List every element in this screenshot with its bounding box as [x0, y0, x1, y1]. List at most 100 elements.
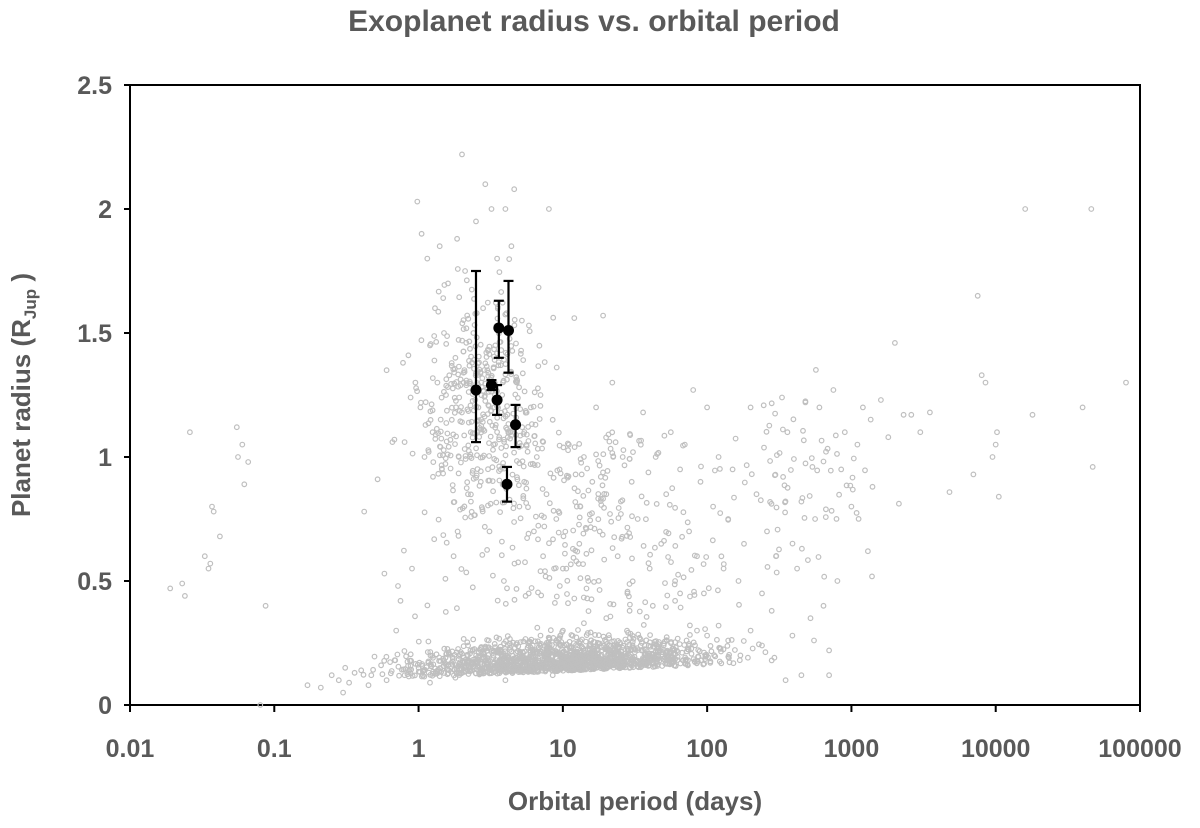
scatter-point — [578, 471, 585, 478]
scatter-point — [629, 555, 635, 562]
scatter-point — [647, 632, 653, 638]
scatter-point — [595, 651, 601, 658]
scatter-point — [532, 440, 539, 447]
scatter-point — [609, 545, 616, 551]
scatter-point — [504, 403, 511, 410]
scatter-point — [688, 645, 695, 652]
scatter-point — [878, 397, 884, 403]
scatter-point — [479, 454, 486, 461]
scatter-point — [759, 642, 765, 649]
scatter-point — [432, 305, 438, 312]
scatter-point — [585, 487, 592, 494]
scatter-point — [668, 660, 675, 667]
y-axis-title-main: Planet radius (R — [6, 319, 36, 517]
scatter-point — [317, 684, 324, 691]
scatter-point — [392, 657, 399, 664]
scatter-point — [546, 500, 553, 507]
scatter-point — [448, 416, 455, 423]
scatter-point — [532, 648, 539, 655]
scatter-point — [798, 498, 805, 505]
scatter-point — [522, 593, 529, 599]
scatter-point — [575, 642, 582, 649]
scatter-point — [509, 471, 516, 478]
scatter-point — [736, 601, 742, 608]
scatter-point — [583, 550, 590, 557]
scatter-point — [720, 561, 727, 567]
scatter-point — [805, 557, 811, 563]
scatter-point — [655, 449, 662, 456]
scatter-point — [526, 328, 533, 335]
scatter-point — [611, 638, 617, 644]
scatter-point — [472, 512, 478, 518]
scatter-point — [482, 181, 489, 188]
scatter-point — [477, 341, 484, 348]
scatter-point — [442, 609, 449, 615]
scatter-point — [241, 481, 248, 488]
scatter-point — [862, 467, 868, 474]
scatter-point — [628, 478, 635, 485]
scatter-point — [818, 437, 825, 444]
scatter-point — [465, 442, 472, 449]
scatter-point — [456, 294, 463, 301]
scatter-point — [462, 268, 469, 274]
scatter-point — [460, 326, 467, 333]
scatter-point — [560, 565, 566, 572]
scatter-point — [705, 585, 712, 592]
scatter-point — [574, 663, 580, 670]
scatter-point — [452, 354, 459, 361]
x-tick-label: 0.01 — [106, 735, 155, 763]
scatter-point — [459, 151, 465, 158]
scatter-point — [664, 592, 671, 599]
scatter-point — [414, 388, 421, 395]
y-axis-title-close: ) — [6, 273, 36, 289]
scatter-point — [663, 604, 669, 610]
scatter-point — [482, 643, 489, 650]
scatter-point — [618, 511, 624, 517]
scatter-point — [464, 639, 471, 646]
scatter-point — [652, 649, 659, 656]
scatter-point — [494, 429, 501, 436]
scatter-point — [747, 627, 754, 634]
scatter-point — [457, 649, 464, 655]
scatter-point — [520, 638, 527, 645]
scatter-point — [813, 367, 819, 373]
scatter-point — [407, 394, 414, 401]
scatter-point — [593, 404, 599, 411]
scatter-point — [764, 564, 771, 570]
scatter-point — [679, 533, 685, 540]
scatter-point — [462, 514, 469, 521]
scatter-point — [493, 499, 500, 506]
scatter-point — [401, 648, 408, 654]
scatter-point — [611, 534, 618, 541]
scatter-point — [687, 632, 693, 638]
scatter-point — [892, 340, 898, 346]
scatter-point — [847, 482, 854, 489]
scatter-point — [849, 474, 856, 481]
scatter-point — [456, 363, 462, 370]
scatter-point — [717, 466, 723, 472]
scatter-point — [346, 679, 353, 686]
scatter-point — [368, 672, 375, 679]
scatter-point — [821, 573, 828, 580]
scatter-point — [663, 634, 670, 641]
scatter-point — [824, 445, 831, 452]
scatter-point — [607, 445, 614, 452]
scatter-point — [450, 553, 457, 560]
scatter-point — [509, 544, 516, 551]
scatter-point — [504, 633, 511, 639]
scatter-point — [693, 660, 700, 667]
scatter-point — [566, 638, 573, 645]
scatter-point — [513, 340, 519, 347]
scatter-point — [517, 350, 524, 357]
scatter-point — [435, 470, 442, 477]
scatter-point — [701, 590, 707, 597]
scatter-point — [437, 416, 444, 423]
scatter-point — [625, 648, 632, 654]
scatter-point — [473, 445, 480, 452]
scatter-point — [725, 516, 732, 523]
scatter-point — [773, 569, 780, 576]
scatter-point — [514, 474, 520, 481]
scatter-point — [636, 437, 642, 444]
scatter-point — [201, 553, 208, 560]
scatter-point — [425, 638, 432, 645]
